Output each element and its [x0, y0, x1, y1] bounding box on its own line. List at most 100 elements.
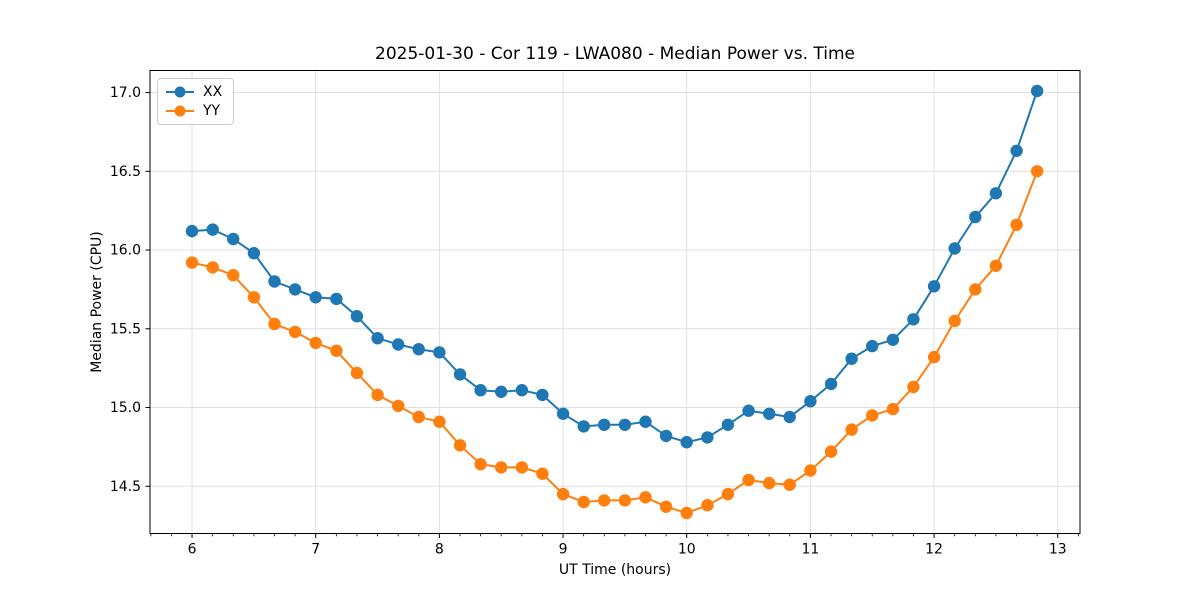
y-tick-label: 17.0	[110, 85, 141, 101]
data-point-xx	[556, 407, 570, 420]
data-point-xx	[453, 368, 467, 381]
data-point-yy	[350, 366, 364, 380]
data-point-yy	[783, 478, 796, 491]
y-tick-label: 15.0	[110, 400, 141, 416]
data-point-xx	[866, 339, 879, 353]
data-point-xx	[309, 291, 322, 304]
legend-marker-sample	[174, 86, 186, 98]
data-point-yy	[598, 494, 611, 507]
data-point-xx	[1030, 84, 1044, 98]
data-point-yy	[969, 283, 982, 296]
data-point-yy	[227, 269, 240, 282]
legend-marker-sample	[174, 105, 186, 117]
data-point-yy	[866, 409, 879, 422]
legend-line-xx-icon	[166, 86, 194, 98]
data-point-xx	[618, 418, 632, 431]
data-point-xx	[350, 310, 364, 323]
data-point-yy	[495, 461, 508, 474]
data-point-yy	[639, 491, 652, 504]
data-point-xx	[536, 388, 549, 402]
legend-item-xx: XX	[165, 84, 222, 100]
data-point-yy	[392, 399, 405, 413]
y-tick-label: 16.5	[110, 164, 141, 180]
data-point-yy	[309, 336, 322, 350]
data-point-xx	[783, 410, 796, 424]
legend-item-yy: YY	[165, 103, 222, 119]
data-point-xx	[927, 280, 941, 293]
data-point-yy	[659, 500, 673, 513]
x-tick-label: 6	[188, 542, 197, 558]
data-point-yy	[412, 410, 425, 424]
data-point-yy	[907, 380, 920, 394]
x-axis-label: UT Time (hours)	[558, 562, 672, 578]
data-point-xx	[288, 283, 302, 296]
data-point-yy	[721, 487, 735, 501]
data-point-yy	[474, 458, 487, 471]
data-point-yy	[618, 494, 632, 507]
data-point-yy	[206, 261, 219, 274]
data-point-xx	[845, 352, 858, 365]
data-point-xx	[721, 418, 735, 431]
data-point-xx	[1010, 144, 1023, 157]
data-point-xx	[392, 338, 405, 351]
data-point-yy	[185, 256, 199, 269]
data-point-yy	[742, 473, 755, 487]
data-point-xx	[247, 247, 261, 260]
data-point-yy	[433, 415, 446, 428]
legend-line-yy-icon	[166, 105, 194, 117]
data-point-yy	[701, 499, 714, 512]
data-point-yy	[989, 259, 1003, 272]
x-tick-label: 13	[1049, 542, 1067, 558]
data-point-xx	[185, 224, 199, 238]
y-tick-label: 15.5	[110, 321, 141, 337]
data-point-yy	[824, 445, 838, 458]
data-point-yy	[515, 461, 529, 474]
data-point-yy	[371, 388, 384, 402]
data-point-xx	[763, 407, 776, 420]
data-point-xx	[371, 332, 384, 345]
x-tick-label: 10	[678, 542, 696, 558]
data-point-yy	[268, 317, 281, 331]
data-point-xx	[989, 187, 1003, 200]
x-tick-label: 8	[435, 542, 444, 558]
data-point-yy	[556, 487, 570, 501]
data-point-xx	[886, 333, 900, 346]
data-point-xx	[701, 431, 714, 444]
data-point-xx	[268, 275, 281, 288]
data-point-yy	[804, 464, 817, 477]
data-point-yy	[845, 423, 858, 436]
data-point-xx	[474, 384, 487, 397]
data-point-yy	[330, 344, 343, 357]
y-tick-label: 16.0	[110, 243, 141, 259]
axes-spines	[149, 70, 1081, 534]
data-point-xx	[907, 313, 920, 326]
data-point-yy	[288, 325, 302, 339]
data-point-xx	[948, 242, 961, 255]
data-point-xx	[330, 292, 343, 306]
data-point-yy	[577, 495, 590, 509]
data-point-yy	[247, 291, 261, 304]
data-point-xx	[227, 232, 240, 246]
y-axis-label: Median Power (CPU)	[89, 231, 105, 373]
data-point-yy	[948, 314, 961, 328]
y-tick-label: 14.5	[110, 479, 141, 495]
legend-label-xx: XX	[203, 84, 223, 100]
data-point-yy	[886, 402, 900, 416]
x-tick-label: 7	[311, 542, 320, 558]
data-point-yy	[763, 476, 776, 490]
data-point-xx	[804, 395, 817, 408]
data-point-yy	[1030, 165, 1044, 178]
data-point-xx	[824, 377, 838, 391]
data-point-yy	[1010, 218, 1023, 231]
data-point-xx	[659, 429, 673, 443]
data-point-yy	[453, 439, 467, 452]
data-point-xx	[680, 436, 693, 449]
data-point-xx	[577, 420, 590, 433]
data-point-xx	[206, 223, 219, 236]
data-point-xx	[495, 385, 508, 398]
data-point-xx	[515, 384, 529, 397]
x-tick-label: 11	[801, 542, 819, 558]
data-point-xx	[639, 415, 652, 428]
